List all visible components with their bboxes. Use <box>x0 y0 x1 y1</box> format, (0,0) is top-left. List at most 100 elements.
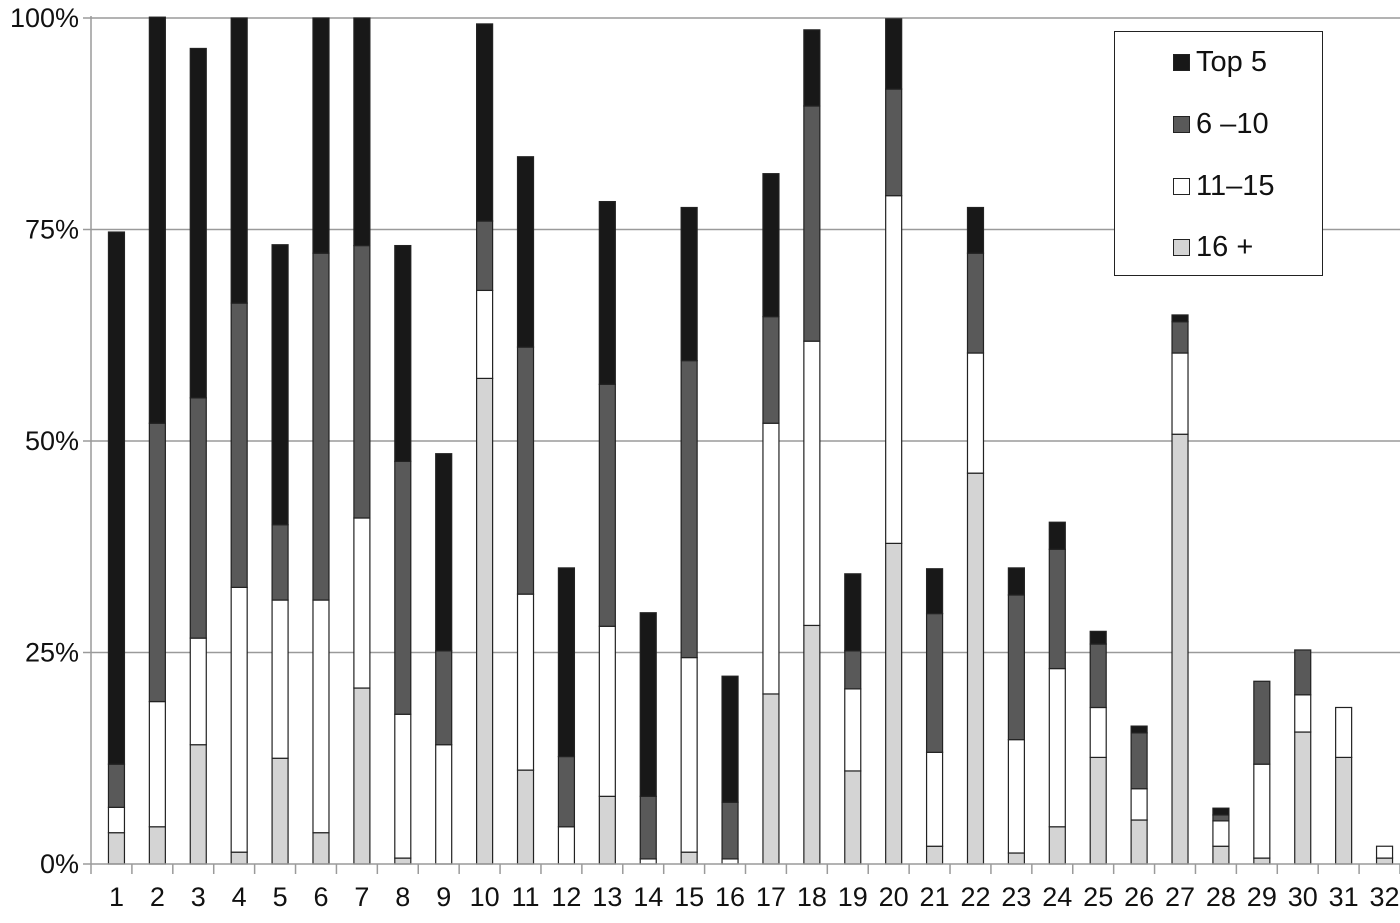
bar-segment <box>1294 694 1312 733</box>
x-tick-label: 17 <box>756 882 786 912</box>
bar-segment <box>680 656 698 853</box>
y-tick-label: 25% <box>25 638 79 668</box>
bar-segment <box>353 17 371 247</box>
y-tick-label: 75% <box>25 215 79 245</box>
bar-segment <box>148 826 166 865</box>
bar-segment <box>1253 680 1271 765</box>
bar-segment <box>1130 819 1148 865</box>
bar-segment <box>230 302 248 588</box>
x-tick-label: 15 <box>674 882 704 912</box>
bar-segment <box>516 346 535 595</box>
bar-segment <box>1130 732 1148 790</box>
bar-segment <box>312 17 330 254</box>
legend-label: 16 + <box>1196 231 1254 263</box>
legend-swatch-11-15 <box>1173 178 1190 195</box>
x-tick-label: 12 <box>551 882 581 912</box>
bar-segment <box>107 832 126 865</box>
legend-item-16plus: 16 + <box>1173 231 1253 264</box>
x-tick-label: 18 <box>797 882 827 912</box>
x-tick-label: 13 <box>592 882 622 912</box>
x-tick-label: 24 <box>1042 882 1072 912</box>
y-tick-label: 0% <box>40 849 79 879</box>
x-tick-label: 25 <box>1083 882 1113 912</box>
legend-label: 11–15 <box>1196 170 1275 202</box>
bar-segment <box>1171 352 1189 435</box>
x-tick-label: 26 <box>1124 882 1154 912</box>
bar-segment <box>1089 630 1107 645</box>
x-tick-label: 22 <box>960 882 990 912</box>
bar-segment <box>230 586 248 853</box>
bar-segment <box>762 316 780 424</box>
bar-segment <box>516 769 535 865</box>
bar-segment <box>598 625 616 797</box>
bar-segment <box>966 252 985 354</box>
bar-segment <box>1212 820 1230 847</box>
bar-segment <box>1048 826 1066 865</box>
legend-label: Top 5 <box>1196 46 1267 78</box>
x-tick-label: 8 <box>395 882 410 912</box>
bar-segment <box>189 744 207 865</box>
bars <box>107 16 1394 865</box>
bar-segment <box>721 858 739 865</box>
bar-segment <box>844 650 862 690</box>
bar-segment <box>271 244 289 526</box>
legend-swatch-16plus <box>1173 239 1190 256</box>
bar-segment <box>925 568 944 615</box>
legend-item-11-15: 11–15 <box>1173 170 1275 203</box>
bar-segment <box>885 195 903 544</box>
bar-segment <box>1335 756 1353 865</box>
bar-segment <box>966 472 985 865</box>
bar-segment <box>1048 521 1066 550</box>
legend: Top 5 6 –10 11–15 16 + <box>1114 31 1323 276</box>
bar-segment <box>148 16 166 424</box>
x-tick-label: 10 <box>470 882 500 912</box>
x-axis: 1 2 3 4 5 6 7 8 9 10 11 12 13 14 15 16 17 18 19 20 21 22 23 24 2… <box>90 863 1400 912</box>
bar-segment <box>1007 739 1025 854</box>
bar-segment <box>476 23 494 222</box>
bar-segment <box>762 422 780 695</box>
bar-segment <box>353 517 371 689</box>
bar-segment <box>803 340 821 627</box>
x-tick-label: 5 <box>273 882 288 912</box>
x-tick-label: 21 <box>920 882 950 912</box>
x-tick-label: 28 <box>1206 882 1236 912</box>
legend-swatch-6-10 <box>1173 116 1190 133</box>
bar-segment <box>1048 548 1066 670</box>
x-tick-label: 6 <box>313 882 328 912</box>
x-tick-label: 31 <box>1329 882 1359 912</box>
x-tick-label: 32 <box>1370 882 1400 912</box>
bar-segment <box>271 524 289 601</box>
x-tick-label: 19 <box>838 882 868 912</box>
bar-segment <box>1007 567 1025 596</box>
bar-segment <box>803 29 821 107</box>
bar-segment <box>312 832 330 865</box>
bar-segment <box>598 383 616 627</box>
bar-segment <box>353 244 371 519</box>
x-tick-label: 20 <box>879 882 909 912</box>
x-tick-label: 23 <box>1001 882 1031 912</box>
bar-segment <box>844 770 862 865</box>
bar-segment <box>107 231 126 765</box>
bar-segment <box>1171 321 1189 354</box>
bar-segment <box>516 593 535 771</box>
bar-segment <box>271 757 289 865</box>
bar-segment <box>394 460 412 715</box>
bar-segment <box>1294 731 1312 865</box>
bar-segment <box>1212 845 1230 865</box>
bar-segment <box>516 156 535 348</box>
x-tick-label: 30 <box>1288 882 1318 912</box>
bar-segment <box>925 612 944 753</box>
x-tick-label: 2 <box>150 882 165 912</box>
bar-segment <box>476 289 494 379</box>
bar-segment <box>1171 433 1189 865</box>
bar-segment <box>394 713 412 859</box>
bar-segment <box>925 751 944 847</box>
bar-segment <box>557 567 576 758</box>
y-tick-label: 50% <box>25 426 79 456</box>
bar-segment <box>1007 852 1025 865</box>
bar-segment <box>803 624 821 865</box>
bar-segment <box>353 687 371 865</box>
x-tick-label: 14 <box>633 882 663 912</box>
y-tick-label: 100% <box>10 3 79 33</box>
